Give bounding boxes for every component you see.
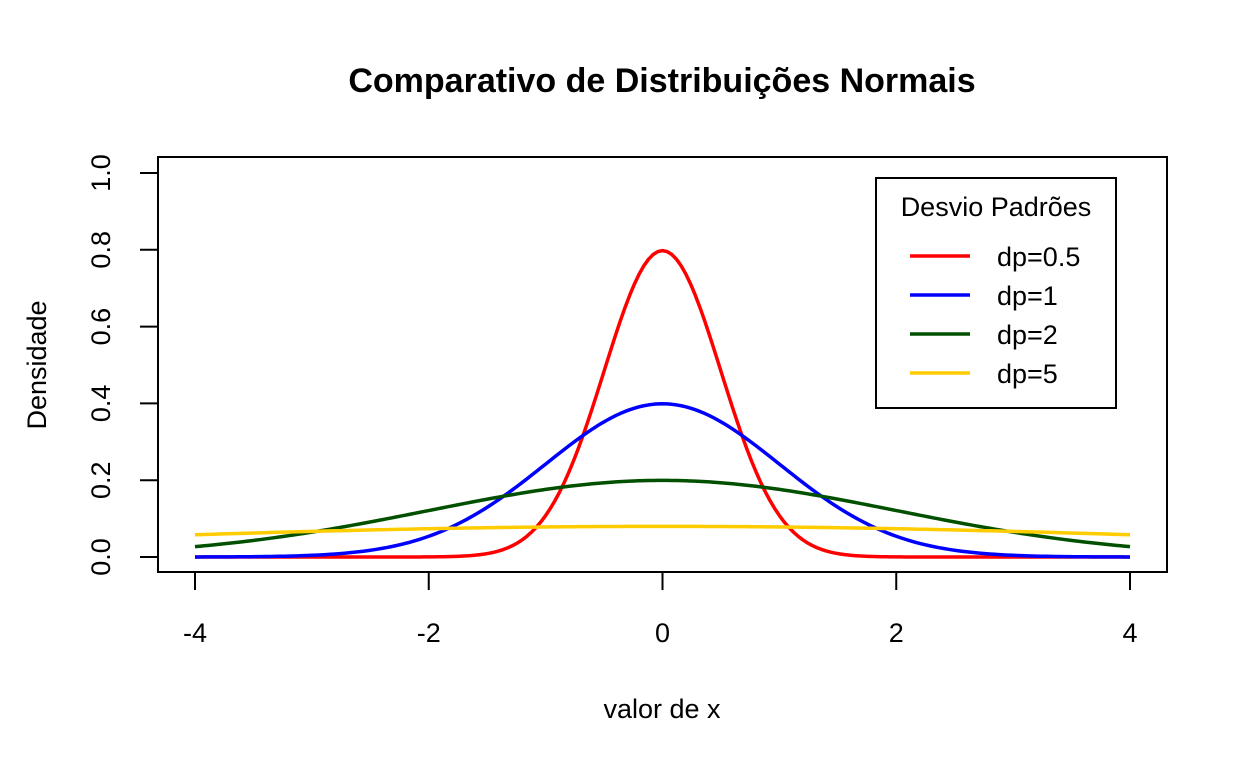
y-tick-label: 1.0 [86, 154, 116, 192]
x-tick-label: -2 [417, 618, 441, 648]
y-axis: 0.0 0.2 0.4 0.6 0.8 1.0 [86, 154, 159, 576]
series-line-dp-5 [194, 524, 1131, 537]
x-tick-label: 0 [655, 618, 670, 648]
curves-group [194, 248, 1131, 559]
legend: Desvio Padrões dp=0.5 dp=1 dp=2 dp=5 [875, 177, 1117, 409]
series-line-dp-0-5 [195, 248, 1130, 559]
y-tick-label: 0.6 [86, 308, 116, 346]
legend-title: Desvio Padrões [901, 192, 1092, 222]
x-axis: -4 -2 0 2 4 [183, 571, 1138, 648]
y-tick-label: 0.2 [86, 461, 116, 499]
legend-entry-label: dp=0.5 [997, 242, 1080, 272]
x-axis-label: valor de x [603, 694, 721, 724]
series-line-dp-1 [194, 402, 1131, 559]
y-tick-label: 0.8 [86, 231, 116, 269]
x-tick-label: 2 [889, 618, 904, 648]
y-tick-label: 0.0 [86, 538, 116, 576]
x-tick-label: -4 [183, 618, 207, 648]
legend-entry-label: dp=2 [997, 320, 1058, 350]
series-line-dp-2 [194, 478, 1131, 549]
x-tick-label: 4 [1122, 618, 1137, 648]
y-axis-label: Densidade [22, 300, 52, 429]
y-tick-label: 0.4 [86, 385, 116, 423]
legend-entry-label: dp=1 [997, 281, 1058, 311]
chart-title: Comparativo de Distribuições Normais [348, 62, 975, 100]
legend-entry-label: dp=5 [997, 359, 1058, 389]
legend-box [875, 177, 1117, 409]
